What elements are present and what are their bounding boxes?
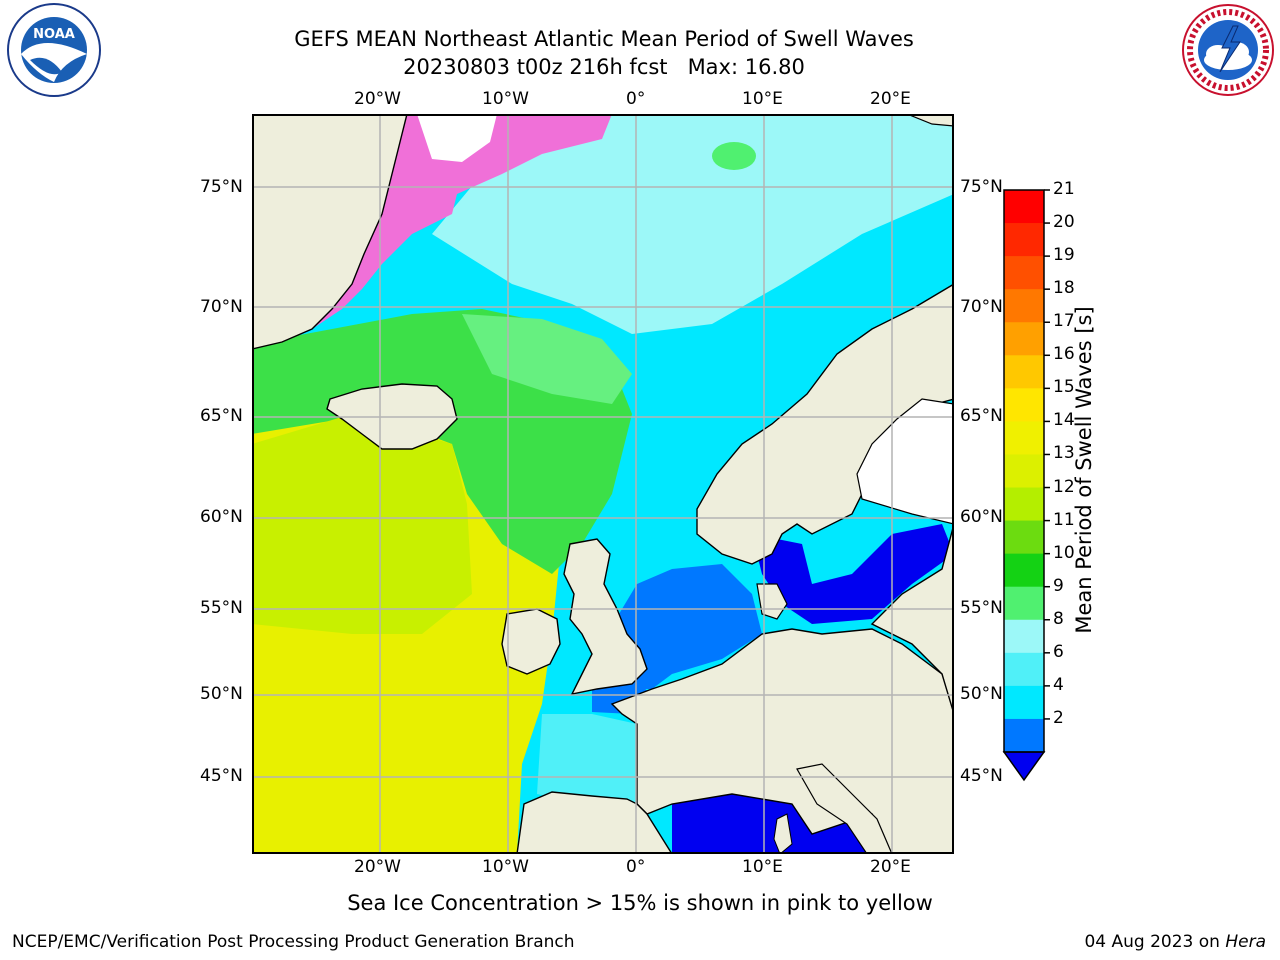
colorbar-tick-label: 19 xyxy=(1053,245,1075,266)
lat-label-left-65n: 65°N xyxy=(200,406,243,426)
lon-label-bottom-20w: 20°W xyxy=(354,857,401,877)
sea-ice-note: Sea Ice Concentration > 15% is shown in … xyxy=(347,891,933,915)
land-iberia xyxy=(516,791,673,854)
colorbar-segment xyxy=(1004,652,1044,687)
colorbar-segment xyxy=(1004,718,1044,753)
lat-label-right-65n: 65°N xyxy=(960,406,1003,426)
lat-label-left-55n: 55°N xyxy=(200,598,243,618)
colorbar-tick-label: 11 xyxy=(1053,509,1075,530)
colorbar-tick-label: 8 xyxy=(1053,608,1064,629)
colorbar-segment xyxy=(1004,388,1044,422)
footer-branch: NCEP/EMC/Verification Post Processing Pr… xyxy=(12,932,575,952)
lat-label-left-75n: 75°N xyxy=(200,177,243,197)
lon-label-top-20e: 20°E xyxy=(870,89,911,109)
colorbar-tick-marks xyxy=(1044,189,1050,720)
lat-label-left-45n: 45°N xyxy=(200,766,243,786)
colorbar-tick-label: 10 xyxy=(1053,542,1075,563)
land-svalbard xyxy=(906,114,954,127)
map-frame xyxy=(252,114,954,854)
land-greenland xyxy=(252,114,408,350)
colorbar-tick-label: 14 xyxy=(1053,410,1075,431)
lon-label-top-20w: 20°W xyxy=(354,89,401,109)
swell-zone-cyan-biscay xyxy=(537,714,637,804)
colorbar-segment xyxy=(1004,355,1044,389)
lat-label-left-60n: 60°N xyxy=(200,507,243,527)
colorbar-segments xyxy=(1004,190,1044,753)
colorbar-tick-label: 15 xyxy=(1053,377,1075,398)
colorbar-tick-label: 2 xyxy=(1053,707,1064,728)
swell-zone-deep-blue-baltic xyxy=(752,524,954,624)
colorbar-tick-label: 6 xyxy=(1053,641,1064,662)
colorbar-segment xyxy=(1004,421,1044,455)
swell-zone-green-patch xyxy=(712,142,756,170)
colorbar-under-triangle xyxy=(1002,751,1046,782)
sea-ice-white-inner xyxy=(417,114,497,162)
colorbar-tick-label: 13 xyxy=(1053,443,1075,464)
colorbar-segment xyxy=(1004,256,1044,290)
colorbar-segment xyxy=(1004,487,1044,522)
colorbar-segment xyxy=(1004,586,1044,621)
colorbar-tick-label: 20 xyxy=(1053,212,1075,233)
lon-label-bottom-10e: 10°E xyxy=(742,857,783,877)
land-sardinia xyxy=(773,813,793,854)
footer-date-text: 04 Aug 2023 on xyxy=(1084,932,1226,952)
footer-host: Hera xyxy=(1225,932,1266,952)
lat-label-right-70n: 70°N xyxy=(960,297,1003,317)
land-great-britain xyxy=(563,538,648,695)
lon-label-top-10e: 10°E xyxy=(742,89,783,109)
colorbar-tick-label: 21 xyxy=(1053,179,1075,199)
lon-label-bottom-20e: 20°E xyxy=(870,857,911,877)
lat-label-left-50n: 50°N xyxy=(200,684,243,704)
lat-label-right-50n: 50°N xyxy=(960,684,1003,704)
colorbar-segment xyxy=(1004,322,1044,356)
swell-zone-green-light xyxy=(462,314,632,404)
lon-label-bottom-10w: 10°W xyxy=(482,857,529,877)
colorbar-segment xyxy=(1004,553,1044,588)
lat-label-right-45n: 45°N xyxy=(960,766,1003,786)
lat-label-right-60n: 60°N xyxy=(960,507,1003,527)
swell-zone-blue-north-sea xyxy=(607,564,762,689)
nws-logo xyxy=(1182,4,1274,96)
chart-title: GEFS MEAN Northeast Atlantic Mean Period… xyxy=(294,27,914,51)
colorbar-tick-label: 18 xyxy=(1053,278,1075,299)
noaa-logo-text: NOAA xyxy=(33,27,75,42)
colorbar-tick-label: 4 xyxy=(1053,674,1064,695)
colorbar-tick-label: 12 xyxy=(1053,476,1075,497)
graticule xyxy=(252,114,954,854)
chart-subtitle: 20230803 t00z 216h fcst Max: 16.80 xyxy=(403,55,805,79)
swell-zone-yellow-green xyxy=(252,414,472,634)
colorbar-tick-label: 16 xyxy=(1053,344,1075,365)
colorbar-segment xyxy=(1004,223,1044,257)
lon-label-top-10w: 10°W xyxy=(482,89,529,109)
swell-zone-light-cyan xyxy=(432,114,954,334)
colorbar-segment xyxy=(1004,619,1044,654)
colorbar-tick-label: 9 xyxy=(1053,575,1064,596)
land-ireland xyxy=(501,608,561,675)
colorbar-tick-label: 17 xyxy=(1053,311,1075,332)
colorbar-segment xyxy=(1004,454,1044,489)
lat-label-right-55n: 55°N xyxy=(960,598,1003,618)
colorbar-segment xyxy=(1004,685,1044,720)
colorbar-label: Mean Period of Swell Waves [s] xyxy=(1072,306,1096,634)
lat-label-right-75n: 75°N xyxy=(960,177,1003,197)
lon-label-top-0: 0° xyxy=(626,89,646,109)
swell-period-map xyxy=(252,114,954,854)
colorbar-segment xyxy=(1004,520,1044,555)
colorbar-segment xyxy=(1004,289,1044,323)
lat-label-left-70n: 70°N xyxy=(200,297,243,317)
noaa-logo: NOAA xyxy=(7,3,101,97)
colorbar-frame xyxy=(1003,189,1045,753)
colorbar-segment xyxy=(1004,190,1044,224)
footer-date: 04 Aug 2023 on Hera xyxy=(1084,932,1266,952)
colorbar xyxy=(1002,189,1050,782)
lon-label-bottom-0: 0° xyxy=(626,857,646,877)
land-italy xyxy=(796,763,893,854)
gulf-of-bothnia xyxy=(856,398,954,525)
